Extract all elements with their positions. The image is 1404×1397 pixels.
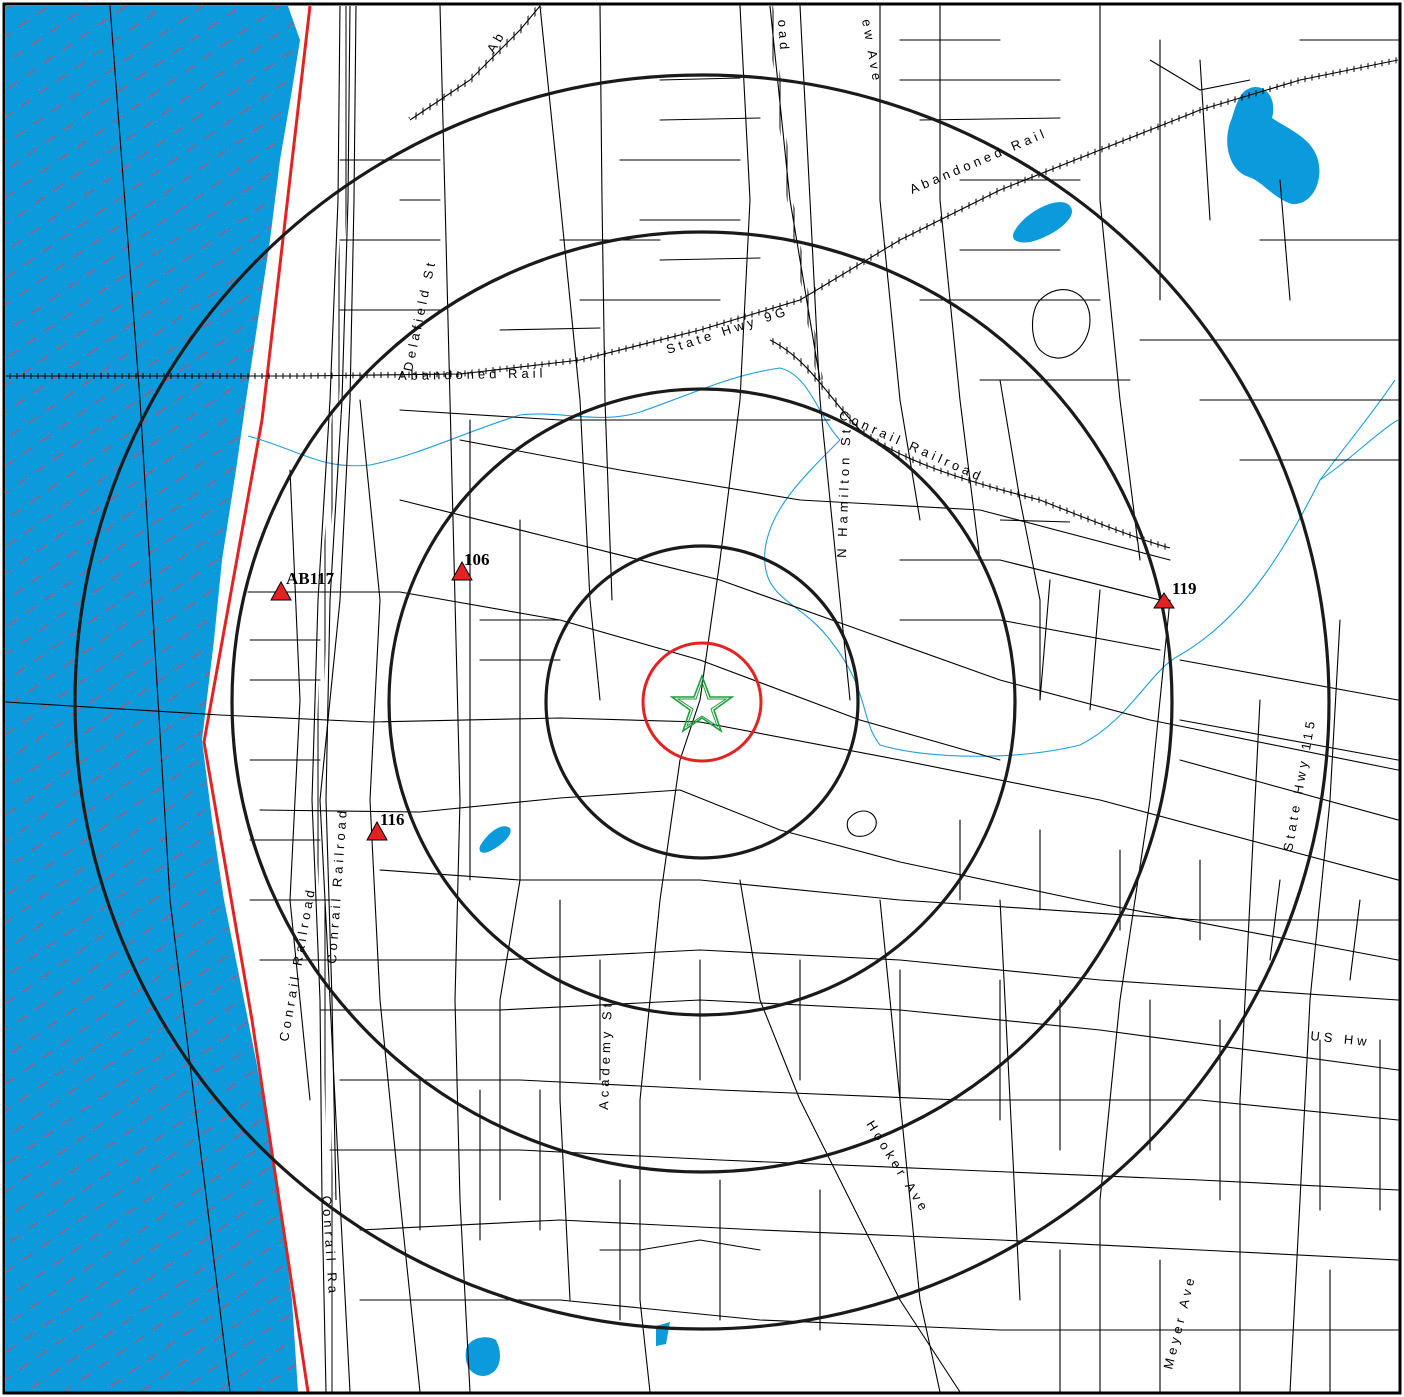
street-label: Academy St <box>596 1000 615 1111</box>
site-markers: AB117 106 116 119 <box>270 550 1197 841</box>
road <box>1099 599 1171 1393</box>
pond-south <box>465 1337 500 1376</box>
pond-northeast <box>1227 86 1320 205</box>
river <box>6 6 300 1392</box>
road <box>469 419 561 881</box>
road <box>999 379 1041 701</box>
street-label: Abandoned Rail <box>398 365 547 383</box>
road <box>1289 619 1341 1393</box>
city-boundary <box>202 5 312 1393</box>
road <box>439 5 471 1393</box>
road <box>499 77 761 331</box>
site-label: 119 <box>1172 579 1197 598</box>
site-label: 106 <box>464 550 490 569</box>
abandoned-rail-west-ticks <box>6 57 1399 379</box>
stream-east <box>1319 419 1399 481</box>
site-triangle-icon <box>451 560 473 581</box>
road <box>499 879 521 1201</box>
site-triangle-icon <box>366 820 388 841</box>
abandoned-rail-north-ticks <box>408 4 543 123</box>
road <box>359 1299 1399 1331</box>
road <box>249 639 331 961</box>
ring-1 <box>544 544 860 860</box>
road <box>319 599 351 1393</box>
road <box>999 899 1021 1301</box>
road <box>599 959 1381 1211</box>
road <box>379 869 1399 921</box>
rail-spur-e <box>999 519 1071 523</box>
ring-quarter <box>641 641 763 763</box>
street-label: N Hamilton St <box>834 425 854 558</box>
site-triangle-icon <box>1153 592 1175 609</box>
road-network <box>5 5 1399 1393</box>
road <box>359 1219 1399 1261</box>
railroads <box>6 4 1399 1393</box>
conrail-railroad <box>311 5 341 1393</box>
site-label: AB117 <box>286 569 335 588</box>
site-116[interactable]: 116 <box>366 810 405 841</box>
road <box>799 5 851 701</box>
road <box>247 591 1001 761</box>
street-label: Conrail Ra <box>319 1195 341 1297</box>
street-label: US Hw <box>1310 1028 1372 1049</box>
road <box>1031 289 1091 359</box>
road <box>329 949 1399 1001</box>
site-triangle-icon <box>270 580 292 601</box>
conrail-railroad-east-ticks <box>768 337 1171 551</box>
road <box>339 1079 1399 1121</box>
ring-4 <box>73 73 1331 1331</box>
site-119[interactable]: 119 <box>1153 579 1197 609</box>
road <box>739 879 961 1393</box>
site-ab117[interactable]: AB117 <box>270 569 335 601</box>
site-106[interactable]: 106 <box>451 550 490 581</box>
site-label: 116 <box>380 810 405 829</box>
conrail-railroad-2 <box>325 5 351 1201</box>
road <box>359 399 421 1393</box>
pond-small <box>479 826 511 853</box>
pond-oval <box>1012 202 1072 243</box>
road <box>459 439 1171 561</box>
ring-2 <box>387 387 1017 1017</box>
road <box>1099 5 1141 561</box>
conrail-railroad-3 <box>339 5 357 601</box>
road <box>399 409 831 421</box>
road <box>1139 39 1399 461</box>
star-icon <box>669 673 735 734</box>
road <box>539 5 601 701</box>
street-label: oad <box>775 19 792 54</box>
conrail-railroad-ticks <box>314 5 349 1393</box>
road <box>559 899 571 1301</box>
road <box>679 5 751 761</box>
road <box>959 819 1361 981</box>
road <box>289 469 311 1101</box>
road <box>399 499 1399 771</box>
road <box>419 1079 1331 1393</box>
road <box>339 159 441 311</box>
ponds <box>465 86 1320 1376</box>
road <box>329 1149 1399 1191</box>
road <box>846 810 877 837</box>
rail-spur-ticks <box>767 5 823 381</box>
road <box>899 559 1399 821</box>
radius-rings <box>73 73 1331 1331</box>
road <box>1239 699 1261 1393</box>
road <box>259 789 1399 961</box>
rail-spur-ne <box>1149 59 1251 91</box>
river-bank-line <box>109 5 231 1393</box>
road <box>879 899 941 1393</box>
ring-3 <box>230 230 1174 1174</box>
road <box>5 701 1399 881</box>
